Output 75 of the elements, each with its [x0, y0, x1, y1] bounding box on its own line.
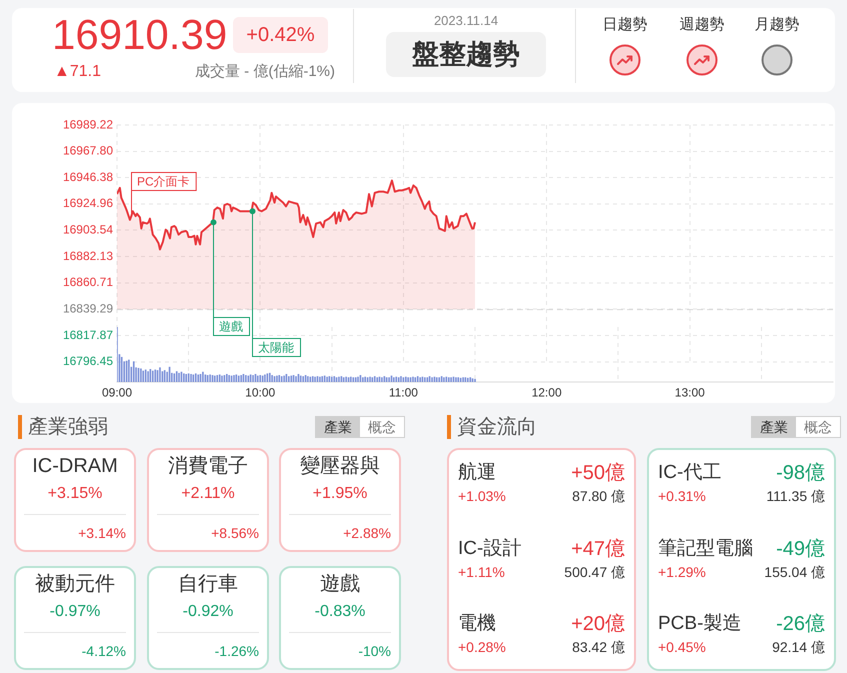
- text: IC-設計: [458, 536, 522, 560]
- text: 月趨勢: [754, 15, 800, 35]
- text: 被動元件: [34, 572, 116, 597]
- text: +3.15%: [46, 484, 104, 504]
- y-tick-label: 16860.71: [62, 275, 114, 290]
- text: 83.42 億: [572, 638, 625, 656]
- text: 92.14 億: [772, 638, 825, 656]
- x-tick-label: 12:00: [532, 386, 562, 400]
- text: +20億: [571, 612, 625, 636]
- x-tick-label: 13:00: [674, 386, 706, 400]
- text: +2.11%: [180, 484, 236, 504]
- text: +47億: [571, 536, 625, 560]
- text: 產業強弱: [18, 415, 108, 439]
- text: 87.80 億: [572, 487, 625, 505]
- text: IC-DRAM: [31, 454, 119, 479]
- text: 自行車: [177, 572, 239, 597]
- text: -4.12%: [24, 632, 126, 669]
- text: +1.29%: [658, 562, 706, 580]
- text: +8.56%: [157, 514, 259, 551]
- x-tick-label: 10:00: [245, 386, 276, 400]
- y-tick-label: 16903.54: [62, 222, 114, 237]
- text: -98億: [776, 461, 825, 485]
- text: 電機: [458, 612, 496, 636]
- text: +50億: [571, 461, 625, 485]
- annotation: 遊戲: [219, 319, 243, 334]
- text: 筆記型電腦: [658, 536, 753, 560]
- y-tick-label: 16882.13: [62, 248, 114, 263]
- text: 產業: [316, 417, 360, 437]
- text: 遊戲: [319, 572, 361, 597]
- text: IC-代工: [658, 461, 722, 485]
- text: 日趨勢: [602, 15, 648, 35]
- text: +0.42%: [233, 17, 328, 53]
- text: 航運: [458, 461, 496, 485]
- text: 2023.11.14: [434, 13, 498, 29]
- text: +0.28%: [458, 638, 506, 656]
- y-tick-label: 16817.87: [62, 328, 114, 342]
- x-tick-label: 09:00: [102, 386, 132, 400]
- text: 變壓器與: [299, 454, 381, 479]
- text: 產業: [752, 417, 796, 437]
- text: 500.47 億: [564, 562, 625, 580]
- text: +0.31%: [658, 487, 706, 505]
- text: 111.35 億: [766, 487, 825, 505]
- text: -49億: [776, 536, 825, 560]
- text: +2.88%: [289, 514, 391, 551]
- text: +3.14%: [24, 514, 126, 551]
- text: 概念: [796, 417, 840, 437]
- text: PCB-製造: [658, 612, 742, 636]
- text: -0.97%: [48, 602, 102, 622]
- y-tick-label: 16796.45: [62, 354, 114, 368]
- y-tick-label: 16946.38: [62, 170, 114, 184]
- y-tick-label: 16924.96: [62, 196, 114, 210]
- text: +1.95%: [312, 484, 368, 504]
- text: +1.11%: [458, 562, 505, 580]
- text: 16910.39: [52, 11, 228, 58]
- y-tick-label: 16989.22: [62, 117, 114, 132]
- text: 資金流向: [447, 415, 537, 439]
- text: 155.04 億: [764, 562, 825, 580]
- text: 盤整趨勢: [386, 32, 546, 77]
- text: -1.26%: [157, 632, 259, 669]
- text: +0.45%: [658, 638, 706, 656]
- text: ▲71.1: [54, 63, 101, 81]
- text: 週趨勢: [680, 15, 724, 35]
- annotation: PC介面卡: [137, 174, 190, 188]
- text: +1.03%: [458, 487, 506, 505]
- y-tick-label: 16967.80: [62, 144, 114, 158]
- annotation: 太陽能: [258, 340, 294, 354]
- text: 成交量 - 億(估縮-1%): [195, 63, 335, 81]
- y-tick-label: 16839.29: [62, 301, 114, 316]
- x-tick-label: 11:00: [388, 386, 418, 400]
- text: 概念: [360, 417, 404, 437]
- text: -0.92%: [182, 602, 234, 622]
- text: -0.83%: [314, 602, 366, 622]
- text: -26億: [776, 612, 825, 636]
- text: -10%: [289, 632, 391, 669]
- text: 消費電子: [167, 454, 249, 479]
